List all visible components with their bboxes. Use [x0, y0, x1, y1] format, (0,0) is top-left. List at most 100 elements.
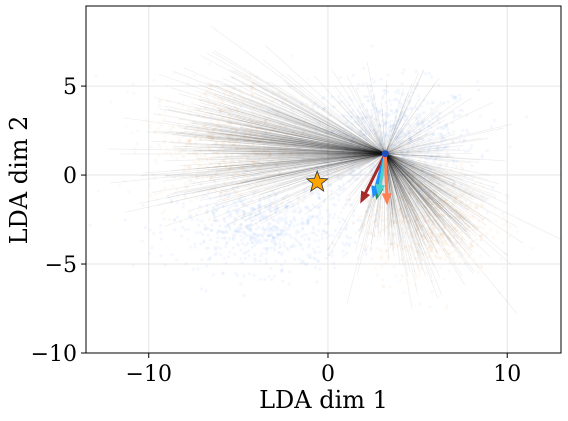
point: [284, 221, 288, 226]
point: [219, 192, 223, 196]
point: [407, 122, 411, 127]
point: [243, 133, 247, 137]
point: [192, 159, 196, 163]
point: [480, 155, 485, 159]
point: [305, 151, 309, 155]
point: [228, 113, 232, 117]
point: [355, 120, 359, 124]
point: [458, 138, 462, 142]
point: [400, 274, 404, 278]
point: [308, 253, 312, 257]
point: [183, 193, 187, 197]
point: [254, 189, 258, 193]
point: [458, 113, 463, 117]
point: [358, 130, 363, 134]
point: [226, 197, 230, 201]
point: [155, 161, 159, 165]
point: [198, 126, 202, 130]
y-axis-label: LDA dim 2: [5, 116, 33, 245]
point: [325, 161, 330, 165]
point: [409, 163, 413, 168]
point: [316, 214, 320, 218]
point: [249, 207, 254, 211]
point: [428, 183, 432, 187]
point: [352, 169, 357, 174]
point: [195, 151, 199, 155]
point: [338, 100, 342, 104]
point: [244, 243, 248, 247]
point: [143, 225, 147, 230]
point: [297, 240, 301, 244]
point: [392, 111, 396, 115]
point: [346, 236, 350, 240]
point: [187, 138, 192, 142]
point: [250, 87, 254, 91]
point: [241, 231, 245, 235]
point: [415, 113, 419, 117]
point: [242, 251, 246, 255]
point: [384, 111, 388, 116]
point: [177, 139, 181, 143]
point: [246, 155, 250, 160]
point: [258, 113, 262, 117]
point: [479, 264, 483, 268]
point: [338, 76, 342, 80]
point: [221, 204, 225, 208]
point: [420, 181, 424, 185]
point: [174, 258, 178, 262]
point: [188, 113, 192, 117]
point: [268, 129, 273, 133]
point: [252, 150, 256, 154]
point: [198, 163, 202, 167]
point: [426, 157, 430, 161]
point: [414, 69, 418, 74]
point: [297, 206, 301, 210]
point: [353, 240, 357, 244]
point: [280, 232, 284, 236]
point: [426, 189, 430, 194]
point: [355, 116, 359, 120]
point: [188, 210, 192, 214]
point: [242, 116, 246, 120]
point: [205, 210, 209, 214]
point: [245, 122, 249, 126]
point: [96, 189, 101, 193]
point: [199, 198, 203, 202]
point: [265, 124, 270, 128]
point: [334, 152, 338, 156]
point: [228, 93, 232, 97]
point: [241, 176, 246, 180]
point: [252, 273, 256, 277]
point: [372, 94, 376, 98]
point: [193, 245, 197, 249]
point: [337, 198, 341, 202]
point: [248, 223, 253, 227]
point: [233, 228, 237, 232]
point: [394, 135, 398, 139]
point: [447, 131, 451, 135]
point: [365, 138, 369, 142]
point: [252, 235, 256, 239]
point: [249, 127, 254, 131]
point: [302, 122, 306, 126]
point: [303, 206, 307, 210]
point: [236, 230, 240, 234]
point: [339, 210, 343, 214]
point: [296, 202, 300, 206]
point: [249, 212, 253, 216]
point: [384, 242, 388, 246]
point: [438, 145, 442, 149]
point: [363, 120, 367, 124]
point: [431, 250, 435, 254]
point: [314, 101, 318, 105]
point: [240, 154, 244, 158]
point: [316, 195, 321, 199]
point: [319, 145, 323, 150]
point: [390, 124, 394, 128]
point: [351, 221, 355, 225]
point: [312, 148, 316, 152]
point: [264, 251, 268, 255]
point: [453, 260, 457, 264]
point: [400, 169, 404, 173]
point: [351, 140, 355, 144]
